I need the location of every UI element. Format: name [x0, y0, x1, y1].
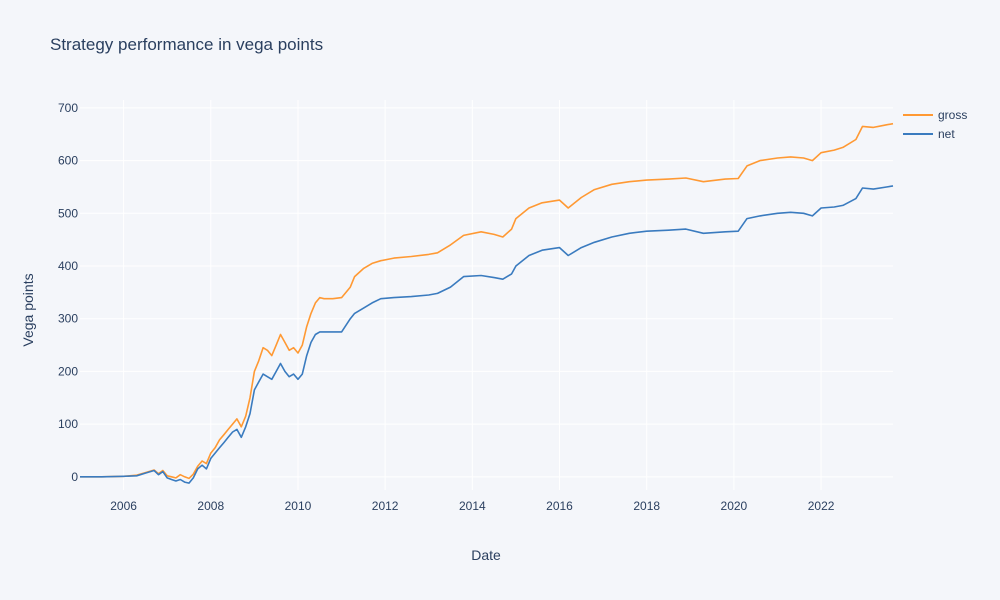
- legend-item-gross[interactable]: gross: [903, 108, 967, 122]
- x-tick-label: 2014: [459, 499, 486, 513]
- legend-label-net: net: [938, 127, 955, 141]
- y-tick-label: 500: [58, 206, 78, 220]
- y-tick-label: 0: [71, 470, 78, 484]
- x-tick-label: 2012: [372, 499, 399, 513]
- y-axis-label: Vega points: [20, 273, 36, 346]
- x-tick-label: 2010: [285, 499, 312, 513]
- series-lines: [80, 122, 894, 484]
- y-tick-label: 700: [58, 101, 78, 115]
- chart-title: Strategy performance in vega points: [50, 35, 323, 54]
- legend-label-gross: gross: [938, 108, 967, 122]
- y-tick-label: 200: [58, 364, 78, 378]
- gridlines: [80, 100, 893, 490]
- x-tick-label: 2008: [197, 499, 224, 513]
- y-tick-label: 400: [58, 259, 78, 273]
- x-tick-label: 2006: [110, 499, 137, 513]
- x-tick-label: 2020: [721, 499, 748, 513]
- series-line-net: [80, 185, 894, 484]
- x-tick-label: 2016: [546, 499, 573, 513]
- axis-ticks: 2006 2008 2010 2012 2014 2016 2018 2020 2022 0 100…: [58, 101, 835, 513]
- x-axis-label: Date: [471, 547, 501, 563]
- legend[interactable]: gross net: [903, 108, 967, 141]
- x-tick-label: 2018: [633, 499, 660, 513]
- series-line-gross: [80, 122, 894, 480]
- x-tick-label: 2022: [808, 499, 835, 513]
- y-tick-label: 300: [58, 312, 78, 326]
- y-tick-label: 100: [58, 417, 78, 431]
- legend-item-net[interactable]: net: [903, 127, 955, 141]
- plot-area: [80, 100, 893, 490]
- y-tick-label: 600: [58, 154, 78, 168]
